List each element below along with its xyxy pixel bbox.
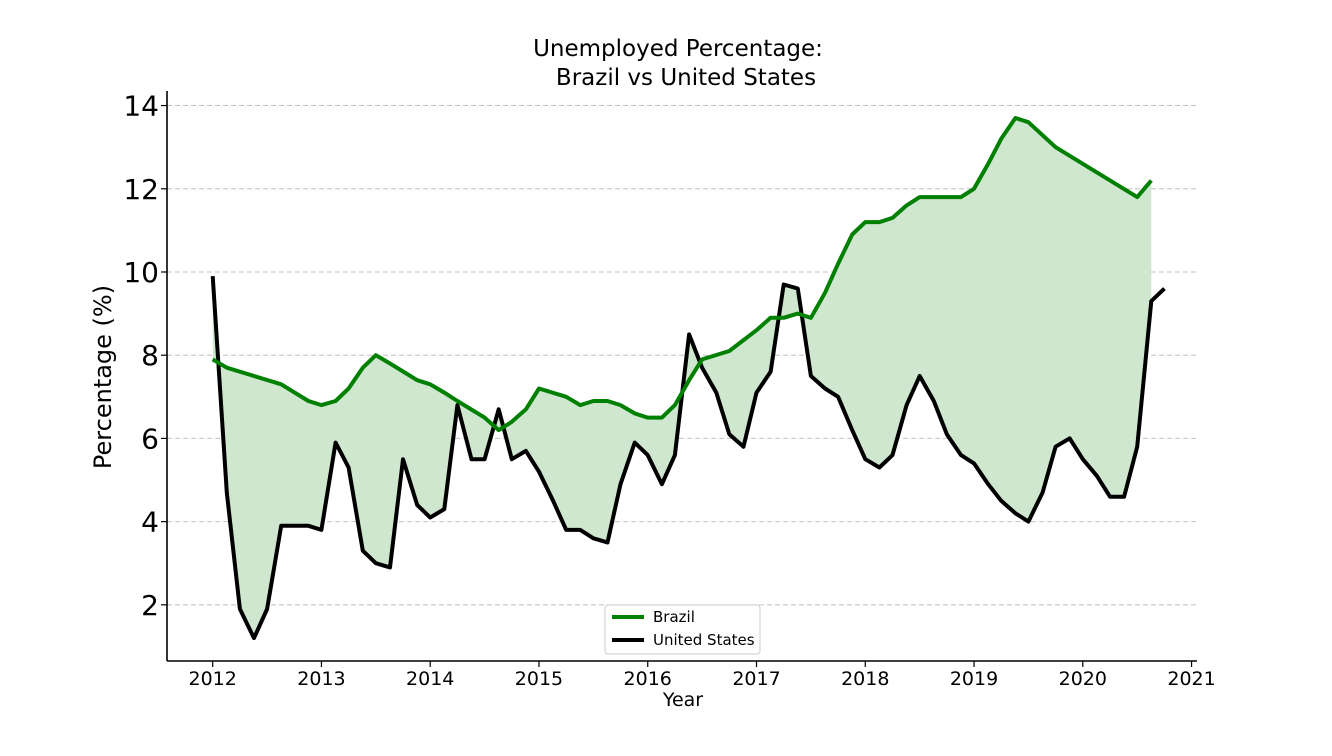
series-line-united-states (210, 275, 1166, 641)
xtick-label-2017: 2017 (732, 668, 780, 690)
legend: Brazil United States (604, 604, 761, 655)
legend-label-united-states: United States (653, 631, 755, 649)
legend-label-brazil: Brazil (653, 608, 695, 626)
ytick-label-10: 10 (123, 256, 159, 289)
ytick-label-6: 6 (141, 422, 159, 455)
x-axis-ticks: 2012 2013 2014 2015 2016 2017 2018 2019 2020 2021 (189, 661, 1216, 690)
chart-title-line-2: Brazil vs United States (556, 65, 816, 91)
xtick-label-2021: 2021 (1167, 668, 1215, 690)
xtick-label-2020: 2020 (1059, 668, 1107, 690)
xtick-label-2015: 2015 (515, 668, 563, 690)
xtick-label-2013: 2013 (297, 668, 345, 690)
y-axis-label: Percentage (%) (89, 285, 117, 469)
ytick-label-2: 2 (141, 589, 159, 622)
x-axis-label: Year (662, 689, 703, 711)
xtick-label-2016: 2016 (624, 668, 672, 690)
xtick-label-2014: 2014 (406, 668, 454, 690)
ytick-label-14: 14 (123, 90, 159, 123)
ytick-label-4: 4 (141, 506, 159, 539)
y-axis-ticks: 2 4 6 8 10 12 14 (123, 90, 167, 622)
series-line-brazil (211, 116, 1153, 433)
xtick-label-2012: 2012 (189, 668, 237, 690)
ytick-label-12: 12 (123, 173, 159, 206)
xtick-label-2018: 2018 (841, 668, 889, 690)
xtick-label-2019: 2019 (950, 668, 998, 690)
chart-title-line-1: Unemployed Percentage: (533, 36, 823, 62)
axes (166, 91, 1197, 662)
fill-between-area (212, 118, 1152, 639)
ytick-label-8: 8 (141, 339, 159, 372)
